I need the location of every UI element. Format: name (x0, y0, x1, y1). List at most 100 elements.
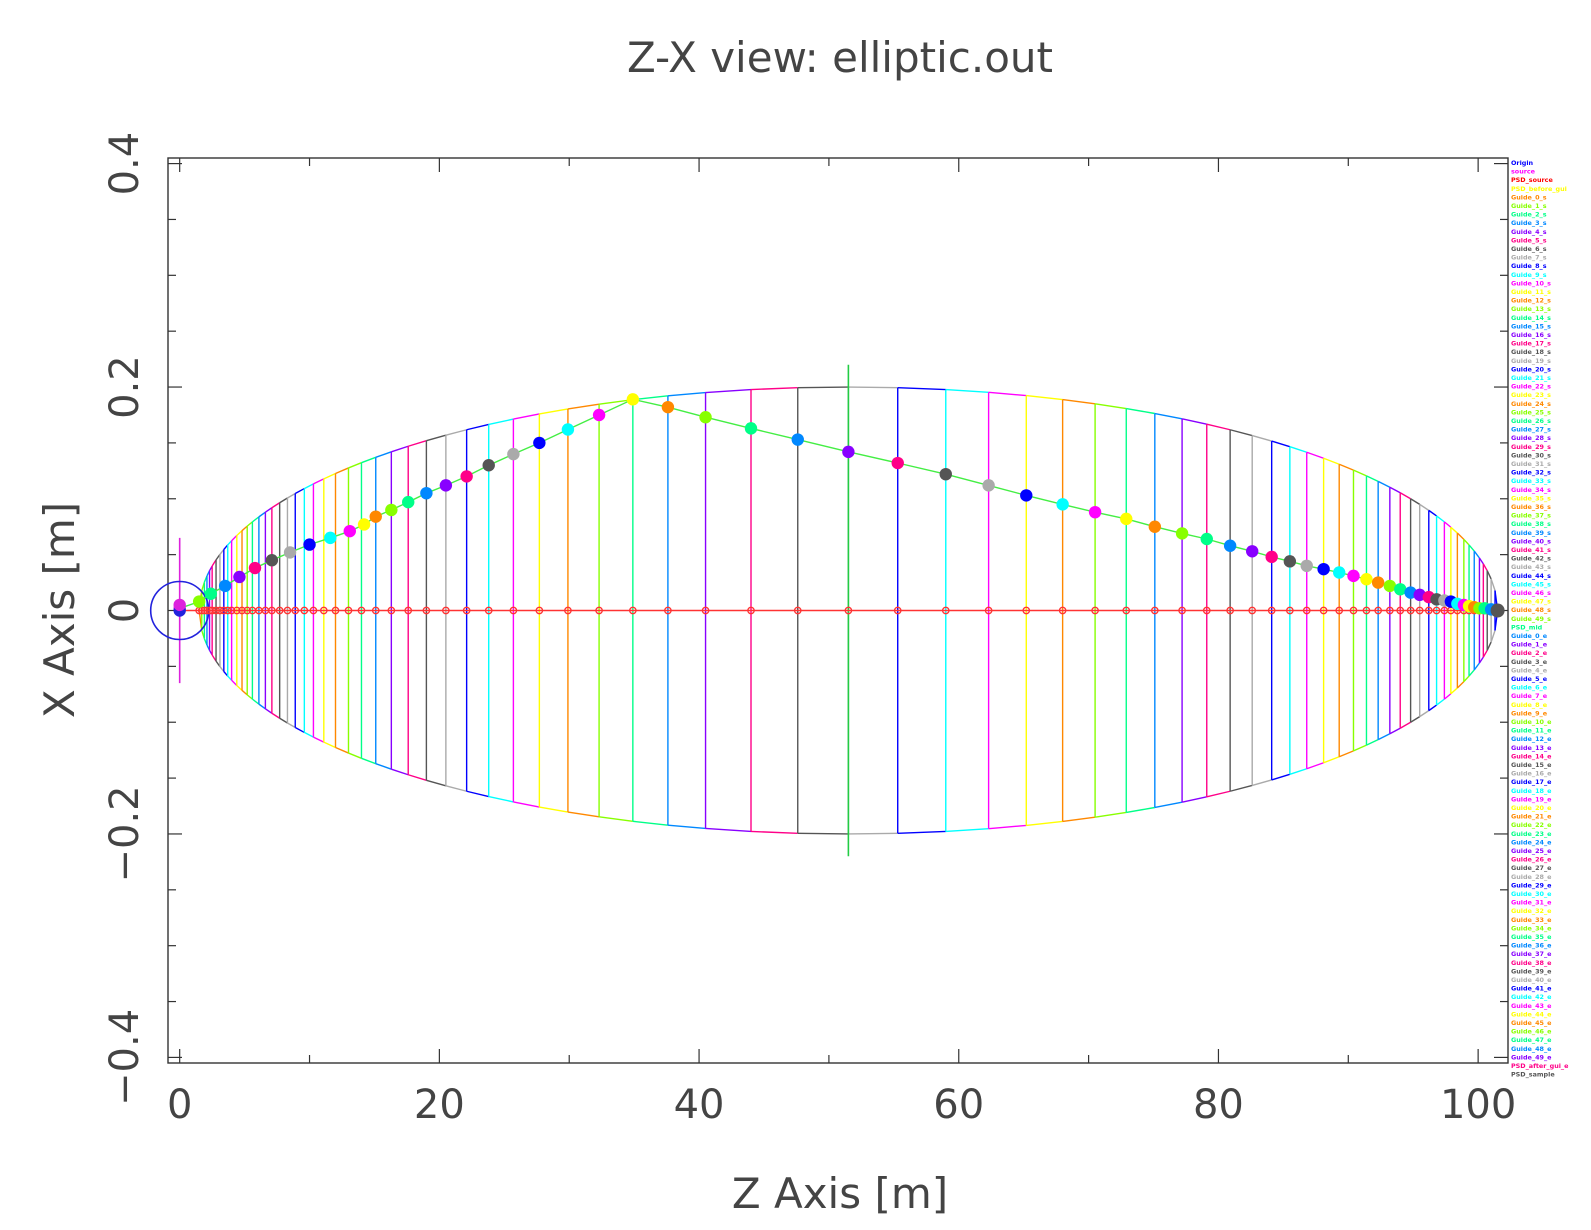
trajectory-point (842, 445, 855, 459)
legend-entry: Guide_27_e (1511, 864, 1552, 872)
trajectory-point (357, 518, 371, 531)
trajectory-point (1371, 576, 1385, 589)
trajectory-point (192, 595, 206, 608)
ellipse-edge-bottom (1289, 768, 1307, 776)
beam-axis-point (941, 606, 950, 615)
y-tick-label: 0 (102, 598, 148, 623)
legend-entry: Guide_33_e (1511, 916, 1552, 924)
beam-axis-point (1319, 606, 1328, 615)
beam-axis-point (1335, 606, 1344, 615)
ellipse-edge-bottom (1410, 716, 1421, 723)
ellipse-edge-bottom (408, 774, 427, 781)
ellipse-edge-top (1450, 526, 1458, 534)
legend-entry: Guide_2_e (1511, 649, 1548, 657)
ellipse-edge-bottom (313, 736, 325, 743)
legend-entry: Guide_2_s (1511, 211, 1547, 219)
legend-entry: Guide_8_e (1511, 701, 1548, 709)
legend-entry: Guide_17_e (1511, 778, 1552, 786)
ellipse-edge-bottom (1436, 698, 1445, 706)
ellipse-edge-top (1353, 469, 1367, 477)
legend-entry: Guide_19_s (1511, 357, 1551, 365)
legend-entry: Guide_24_e (1511, 838, 1552, 846)
legend-entry: Guide_5_s (1511, 236, 1547, 244)
ellipse-edge-top (279, 497, 288, 504)
legend-entry: Guide_5_e (1511, 675, 1548, 683)
ellipse-edge-bottom (391, 768, 409, 776)
ellipse-edge-top (1289, 445, 1307, 453)
beam-axis-point (535, 606, 544, 615)
beam-axis-point (1058, 606, 1067, 615)
x-tick-label: 20 (414, 1082, 465, 1128)
legend-entry: Guide_22_e (1511, 821, 1552, 829)
ellipse-edge-top (258, 511, 266, 518)
ellipse-edge-bottom (897, 830, 946, 835)
legend-entry: Guide_42_s (1511, 555, 1551, 563)
trajectory-point (283, 546, 297, 559)
legend-entry: Guide_14_s (1511, 314, 1551, 322)
legend-entry: Guide_36_e (1511, 942, 1552, 950)
legend-entry: Guide_19_e (1511, 795, 1552, 803)
ellipse-edge-top (1206, 423, 1231, 431)
ellipse-edge-bottom (264, 708, 273, 714)
legend-entry: Guide_23_e (1511, 830, 1552, 838)
beam-axis-point (197, 606, 206, 615)
trajectory-point (439, 479, 453, 492)
ellipse-edge-bottom (1468, 669, 1475, 677)
legend-entry: Guide_0_s (1511, 193, 1547, 201)
plot-area: 0 20 40 60 80 100 −0.4 −0.2 0 0.2 0.4 (102, 132, 1516, 1128)
x-axis-title: Z Axis [m] (732, 1169, 948, 1218)
legend-entry: Guide_12_s (1511, 297, 1551, 305)
legend-entry: Guide_11_s (1511, 288, 1551, 296)
trajectory-point (982, 479, 995, 492)
beam-axis-point (844, 606, 853, 615)
ellipse-edge-top (1062, 398, 1096, 405)
ellipse-edge-bottom (236, 684, 243, 691)
beam-axis-point (275, 606, 284, 615)
trajectory-point (507, 447, 520, 461)
ellipse-edge-bottom (246, 694, 253, 700)
legend-entry: PSD_after_gui_e (1511, 1062, 1569, 1070)
ellipse-edge-top (513, 413, 540, 420)
beam-axis-point (595, 606, 603, 615)
trajectory-line (179, 398, 1498, 612)
legend-entry: Guide_18_s (1511, 348, 1551, 356)
legend-entry: Guide_28_e (1511, 873, 1552, 881)
beam-axis-point (1022, 606, 1031, 615)
legend-entry: Guide_39_e (1511, 967, 1552, 975)
ellipse-edge-bottom (241, 689, 248, 696)
ellipse-edge-top (1377, 480, 1391, 488)
legend-entry: Guide_36_s (1511, 503, 1551, 511)
trajectory-point (324, 531, 337, 545)
trajectory-point (1317, 562, 1330, 576)
ellipse-edge-top (391, 445, 409, 453)
y-tick-label: −0.2 (102, 785, 148, 882)
ellipse-edge-top (1323, 457, 1340, 465)
legend-entry: Guide_20_e (1511, 804, 1552, 812)
ellipse-edge-top (313, 478, 325, 485)
ellipse-edge-top (323, 472, 336, 480)
beam-axis-point (371, 606, 380, 615)
ellipse-edge-bottom (1126, 806, 1155, 814)
beam-axis-point (1122, 606, 1131, 615)
ellipse-edge-bottom (1026, 820, 1063, 827)
ellipse-edge-top (539, 408, 569, 415)
legend-entry: Guide_43_s (1511, 563, 1551, 571)
trajectory-point (1360, 573, 1373, 586)
sample-point (1490, 603, 1505, 618)
legend-entry: Guide_12_e (1511, 735, 1552, 743)
ellipse-edge-top (848, 386, 898, 389)
legend-entry: Guide_9_e (1511, 709, 1548, 717)
legend-entry: Guide_20_s (1511, 365, 1551, 373)
trajectory-point (1120, 512, 1133, 526)
ellipse-edge-bottom (304, 731, 314, 738)
ellipse-edge-top (488, 418, 514, 426)
x-tick-label: 0 (167, 1082, 192, 1128)
x-tick-label: 60 (933, 1082, 984, 1128)
beam-axis-point (1424, 606, 1433, 615)
trajectory-point (1394, 583, 1407, 596)
ellipse-edge-top (797, 386, 849, 389)
ellipse-edge-bottom (513, 801, 540, 808)
ellipse-edge-bottom (1062, 816, 1096, 823)
beam-axis-point (1362, 606, 1371, 615)
legend-entry: Guide_38_e (1511, 959, 1552, 967)
